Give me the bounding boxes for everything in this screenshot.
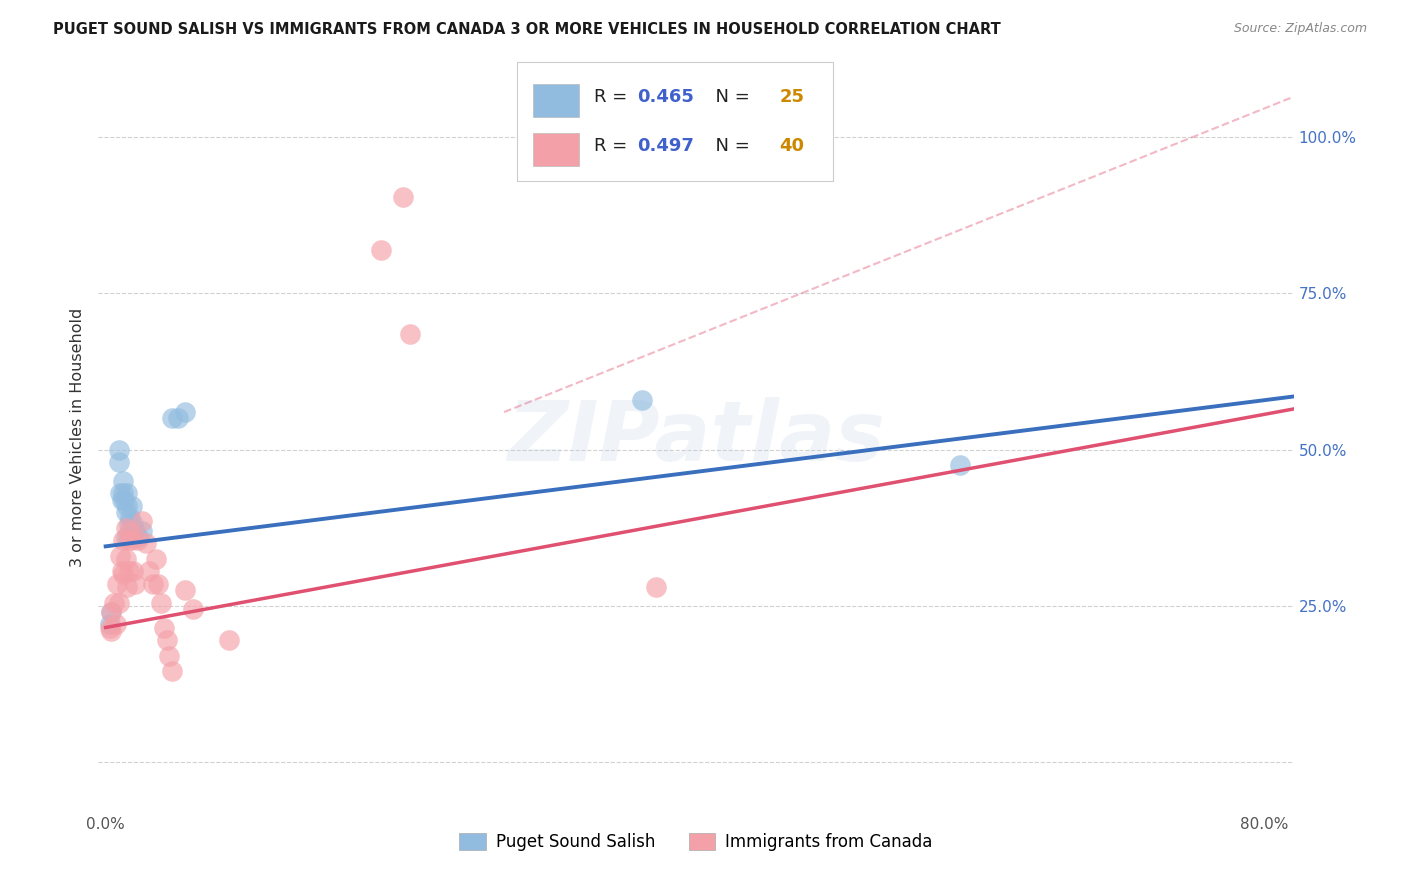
Point [108,486,131,500]
Point [114,492,136,507]
Point [142,577,165,591]
Point [105,577,128,591]
Point [107,596,129,610]
Point [100,624,122,638]
Point [645,580,668,594]
Point [127,533,149,548]
Point [103,596,125,610]
Text: 40: 40 [779,137,804,155]
Point [162,411,184,425]
Point [145,551,167,566]
Point [112,474,135,488]
Point [118,565,141,579]
Text: 0.465: 0.465 [637,88,695,106]
Point [124,524,146,538]
Point [104,617,127,632]
Point [630,392,652,407]
Text: R =: R = [595,137,633,155]
Point [108,549,131,563]
Point [112,486,135,500]
Point [122,517,145,532]
Point [146,577,169,591]
Point [120,524,142,538]
Point [673,124,696,138]
Point [135,536,157,550]
Point [112,567,135,582]
Point [399,327,422,342]
Text: 0.497: 0.497 [637,137,695,155]
Text: R =: R = [595,88,633,106]
Point [107,455,129,469]
Text: 25: 25 [779,88,804,106]
Point [124,577,146,591]
Y-axis label: 3 or more Vehicles in Household: 3 or more Vehicles in Household [70,308,86,566]
Point [100,605,122,619]
Point [181,602,204,616]
Text: N =: N = [704,88,756,106]
Point [100,605,122,619]
Point [127,530,149,544]
Point [149,596,172,610]
Point [152,621,174,635]
Point [122,565,145,579]
Point [391,190,413,204]
Point [218,633,240,648]
Point [110,492,132,507]
Point [120,511,142,525]
Point [98,621,121,635]
Text: N =: N = [704,137,756,155]
FancyBboxPatch shape [517,62,834,181]
Point [167,411,190,425]
Point [112,533,135,548]
FancyBboxPatch shape [533,133,579,166]
Point [131,524,153,538]
Point [131,514,153,528]
Point [157,648,180,663]
Point [118,517,141,532]
Point [107,442,129,457]
Point [117,486,139,500]
Text: PUGET SOUND SALISH VS IMMIGRANTS FROM CANADA 3 OR MORE VEHICLES IN HOUSEHOLD COR: PUGET SOUND SALISH VS IMMIGRANTS FROM CA… [53,22,1001,37]
Point [121,499,143,513]
Text: ZIPatlas: ZIPatlas [508,397,884,477]
Legend: Puget Sound Salish, Immigrants from Canada: Puget Sound Salish, Immigrants from Cana… [453,826,939,857]
Point [174,405,197,419]
Point [155,633,177,648]
Point [98,617,121,632]
Point [117,499,139,513]
Point [117,580,139,594]
Point [162,664,184,679]
Point [115,505,138,519]
Point [370,243,392,257]
Point [118,533,141,548]
FancyBboxPatch shape [533,84,579,117]
Point [138,565,160,579]
Point [174,583,197,598]
Point [115,521,138,535]
Text: Source: ZipAtlas.com: Source: ZipAtlas.com [1233,22,1367,36]
Point [115,551,138,566]
Point [110,565,132,579]
Point [949,458,972,473]
Point [115,530,138,544]
Point [121,533,143,548]
